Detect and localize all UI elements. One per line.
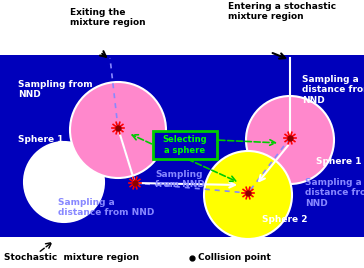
Text: Sampling a
distance from
NND: Sampling a distance from NND (305, 178, 364, 208)
Text: Stochastic  mixture region: Stochastic mixture region (4, 254, 139, 262)
Text: Sampling
from NND: Sampling from NND (155, 170, 205, 189)
Text: Sampling a
distance from
NND: Sampling a distance from NND (302, 75, 364, 105)
Bar (0, 55, 364, 237)
Circle shape (24, 142, 104, 222)
Text: Entering a stochastic
mixture region: Entering a stochastic mixture region (228, 2, 336, 21)
Text: Sampling from
NND: Sampling from NND (18, 80, 92, 99)
Text: Sphere 2: Sphere 2 (262, 215, 308, 224)
Text: Sphere 1: Sphere 1 (18, 136, 63, 144)
Text: Selecting
a sphere: Selecting a sphere (163, 135, 207, 155)
Circle shape (246, 96, 334, 184)
Text: Sphere 1: Sphere 1 (316, 158, 361, 166)
Circle shape (70, 82, 166, 178)
FancyBboxPatch shape (153, 131, 217, 159)
Text: Exiting the
mixture region: Exiting the mixture region (70, 8, 146, 27)
Text: Sampling a
distance from NND: Sampling a distance from NND (58, 198, 154, 217)
Circle shape (204, 151, 292, 239)
Text: Collision point: Collision point (198, 254, 271, 262)
